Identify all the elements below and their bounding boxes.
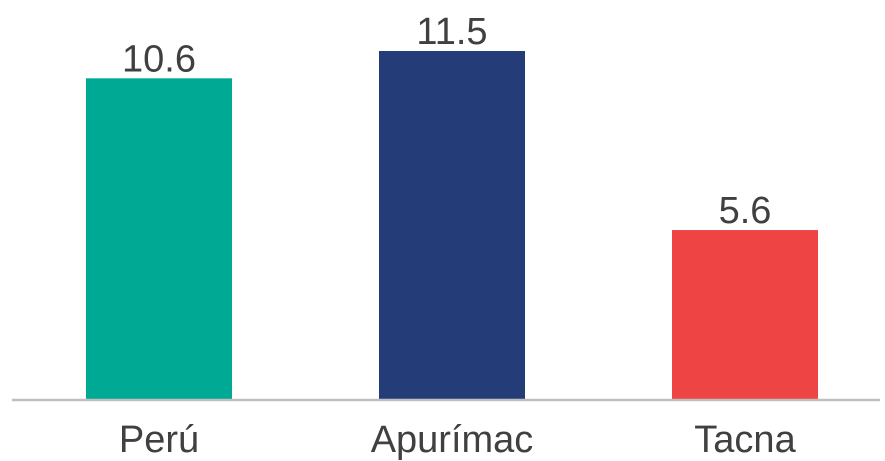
category-label-0: Perú (119, 419, 199, 461)
bar-0 (86, 78, 232, 400)
bar-2 (672, 230, 818, 400)
value-labels-group: 10.6 11.5 5.6 (122, 11, 771, 232)
bar-value-label-2: 5.6 (719, 190, 772, 232)
bars-group (86, 51, 818, 400)
bar-1 (379, 51, 525, 400)
category-labels-group: Perú Apurímac Tacna (119, 419, 797, 461)
bar-value-label-1: 11.5 (416, 11, 487, 53)
bar-value-label-0: 10.6 (122, 38, 196, 80)
category-label-1: Apurímac (371, 419, 534, 461)
category-label-2: Tacna (694, 419, 796, 461)
